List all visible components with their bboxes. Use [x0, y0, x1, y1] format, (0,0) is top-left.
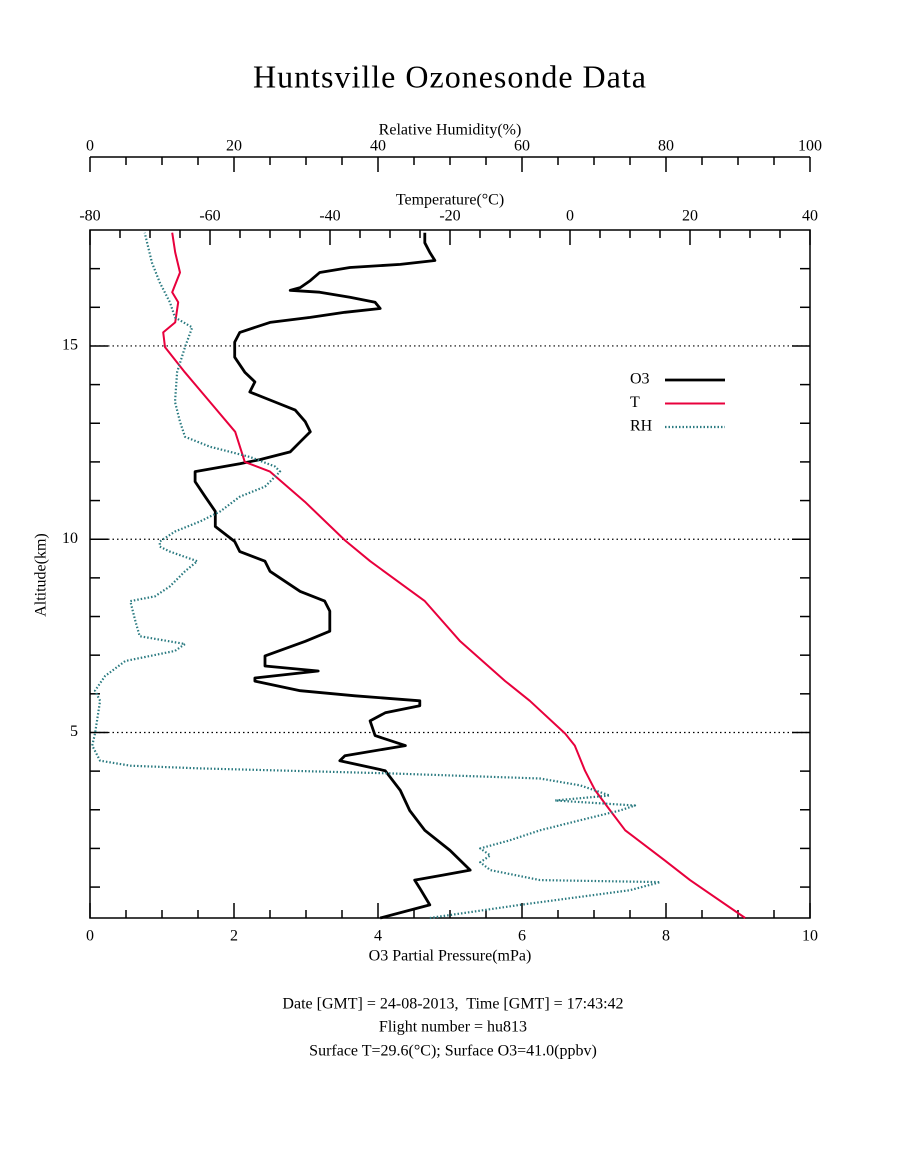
x-axis-title: O3 Partial Pressure(mPa) [369, 948, 532, 965]
x-tick-label: 80 [658, 138, 674, 155]
x-tick-label: -40 [319, 208, 340, 225]
x-tick-label: 4 [374, 928, 382, 945]
profile-line [91, 232, 662, 920]
x-tick-label: -80 [79, 208, 100, 225]
x-tick-label: 40 [370, 138, 386, 155]
y-tick-label: 10 [62, 530, 78, 547]
y-axis-title: Altitude(km) [33, 533, 50, 617]
chart-title: Huntsville Ozonesonde Data [253, 58, 647, 94]
y-tick-label: 15 [62, 337, 78, 354]
legend-label: RH [630, 418, 653, 435]
x-tick-label: 0 [566, 208, 574, 225]
x-tick-label: 10 [802, 928, 818, 945]
x-tick-label: 20 [682, 208, 698, 225]
x-tick-label: 20 [226, 138, 242, 155]
x-tick-label: 0 [86, 138, 94, 155]
x-tick-label: -60 [199, 208, 220, 225]
footer-note: Date [GMT] = 24-08-2013, Time [GMT] = 17… [282, 996, 623, 1013]
x3-axis-title: Relative Humidity(%) [379, 122, 522, 139]
x-tick-label: 100 [798, 138, 822, 155]
footer-note: Surface T=29.6(°C); Surface O3=41.0(ppbv… [309, 1043, 597, 1060]
x-tick-label: 2 [230, 928, 238, 945]
x-tick-label: 6 [518, 928, 526, 945]
legend-label: T [630, 394, 640, 411]
profile-line [162, 232, 746, 919]
x-tick-label: 8 [662, 928, 670, 945]
x-tick-label: 0 [86, 928, 94, 945]
x-tick-label: -20 [439, 208, 460, 225]
x-tick-label: 40 [802, 208, 818, 225]
profile-line [193, 232, 472, 920]
x-tick-label: 60 [514, 138, 530, 155]
y-tick-label: 5 [70, 723, 78, 740]
x2-axis-title: Temperature(°C) [396, 192, 504, 209]
footer-note: Flight number = hu813 [379, 1019, 527, 1036]
legend-label: O3 [630, 371, 650, 388]
